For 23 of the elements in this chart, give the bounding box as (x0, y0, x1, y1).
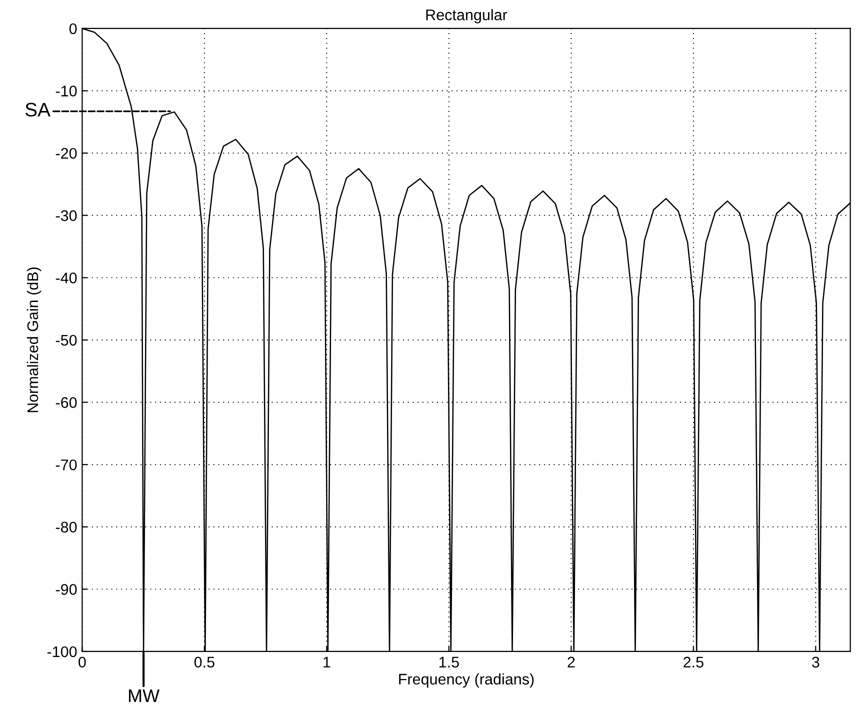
y-tick-label: -60 (56, 397, 77, 408)
y-tick-label: -90 (56, 584, 77, 595)
y-tick-label: -50 (56, 334, 77, 346)
y-tick-label: -40 (56, 272, 77, 284)
annotation: MW (128, 690, 160, 702)
y-tick-label: -30 (56, 210, 77, 222)
y-tick-label: -10 (56, 86, 77, 96)
chart-title: Rectangular (426, 9, 508, 24)
y-tick-label: -20 (56, 148, 77, 159)
x-axis-title: Frequency (radians) (399, 673, 534, 688)
x-tick-label: 2 (568, 656, 575, 668)
x-tick-label: 2.5 (684, 656, 704, 668)
y-tick-label: -70 (56, 459, 77, 470)
y-tick-label: 0 (69, 23, 77, 34)
x-tick-label: 1.5 (439, 656, 459, 668)
y-tick-label: -80 (56, 522, 77, 533)
y-axis-title: Normalized Gain (dB) (26, 267, 42, 412)
x-tick-label: 1 (324, 656, 330, 668)
x-tick-label: 0 (78, 656, 86, 668)
annotation: SA (25, 102, 50, 117)
x-tick-label: 3 (812, 656, 820, 668)
y-tick-label: -100 (47, 646, 77, 658)
x-tick-label: 0.5 (194, 656, 214, 668)
